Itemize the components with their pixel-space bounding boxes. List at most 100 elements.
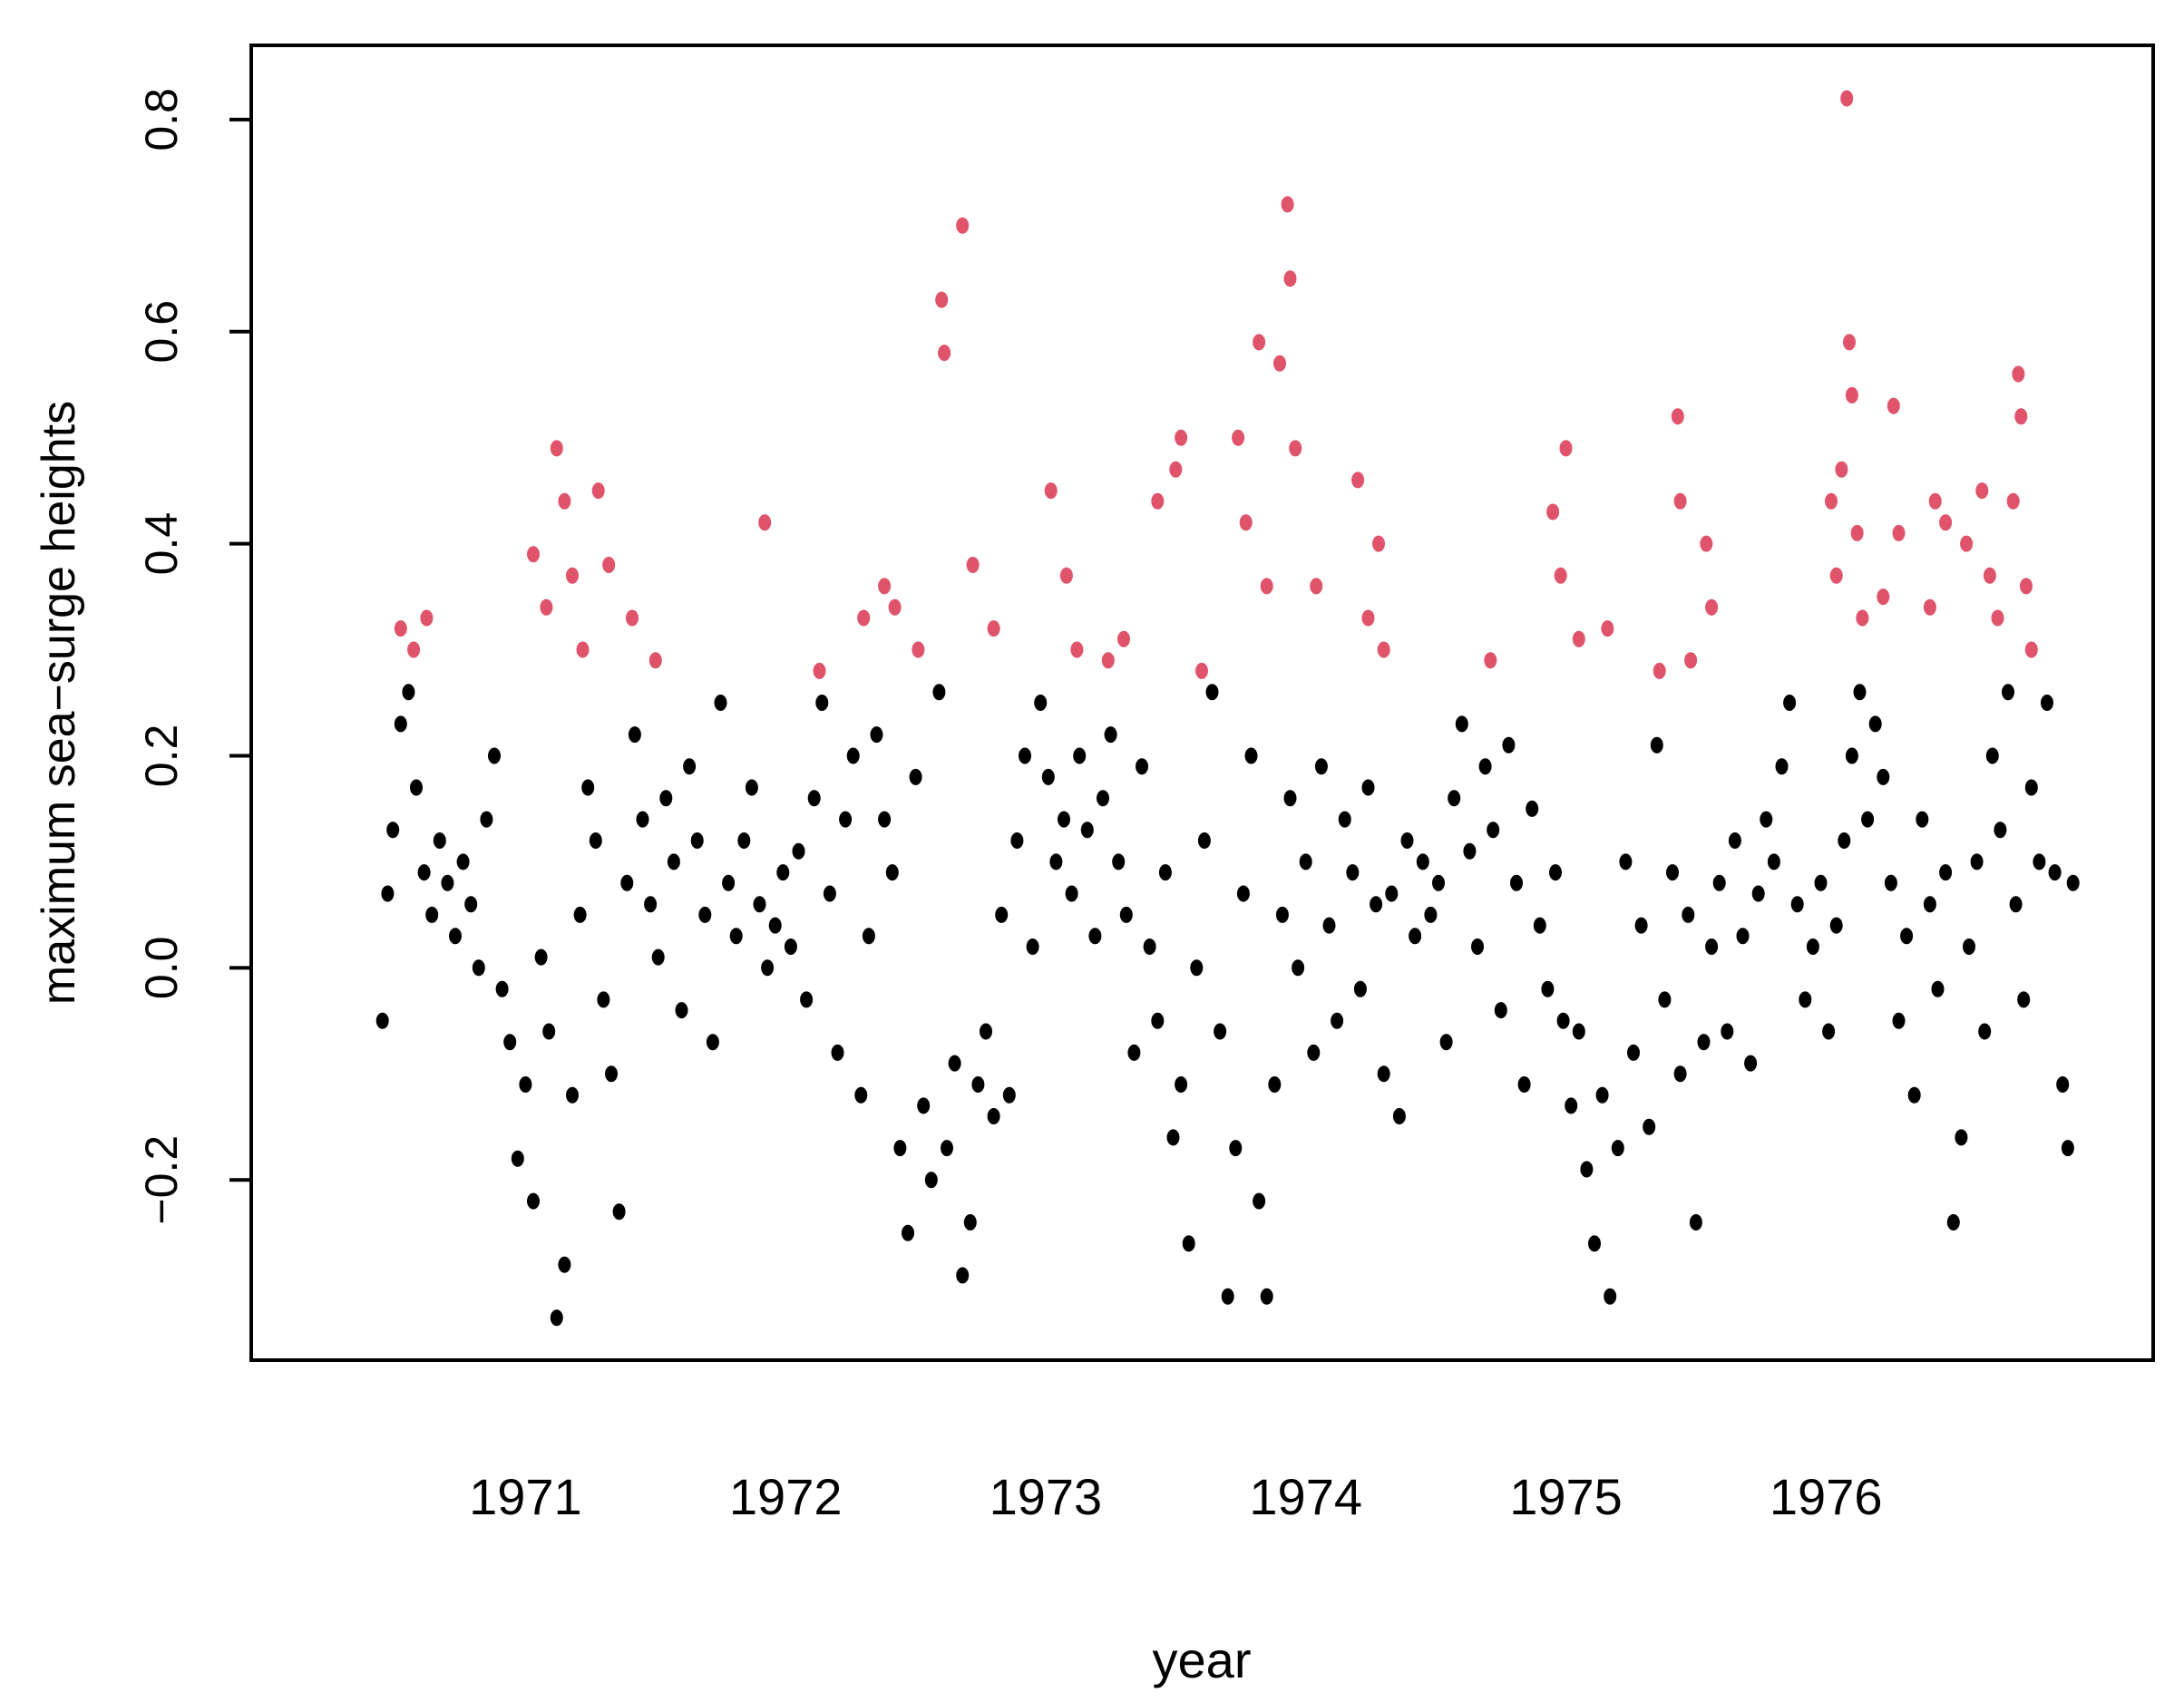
data-point [566,567,579,584]
data-point [1353,980,1367,997]
data-point [667,853,680,870]
data-point [1432,874,1445,891]
data-point [550,440,563,457]
data-point [1978,1023,1992,1040]
data-point [1682,906,1695,923]
data-point [1892,524,1906,541]
data-point [690,832,704,849]
data-point [566,1086,579,1104]
data-point [815,695,829,711]
data-point [2009,896,2023,913]
data-point [1065,885,1078,902]
data-point [1991,609,2004,627]
data-point [846,747,860,764]
data-point [862,928,875,945]
data-point [1346,864,1360,881]
data-point [1463,842,1477,860]
data-point [628,726,641,744]
data-point [1923,896,1936,913]
data-point [2066,874,2080,891]
data-point [1549,864,1562,881]
data-point [1689,1214,1702,1230]
data-point [1409,928,1422,945]
data-point [417,864,431,881]
data-point [1829,567,1843,584]
data-point [1767,853,1780,870]
data-point [1253,334,1266,351]
data-point [753,896,766,913]
data-point [519,1076,532,1093]
data-point [605,1065,618,1083]
data-point [1983,567,1996,584]
data-point [472,959,485,977]
y-tick-label: 0.4 [136,512,187,576]
data-point [1634,917,1648,934]
data-point [1627,1044,1640,1061]
data-point [854,1086,868,1104]
data-point [1643,1118,1656,1135]
data-point [1494,1002,1507,1019]
data-point [1070,641,1084,658]
y-tick-label: 0.0 [136,937,187,1000]
data-point [1002,1086,1016,1104]
data-point [1260,1288,1273,1305]
data-point [2048,864,2062,881]
data-point [597,991,610,1008]
data-point [2024,641,2038,658]
data-point [737,832,751,849]
data-point [941,1140,953,1157]
data-point [1619,853,1633,870]
data-point [1845,747,1858,764]
data-point [1892,1012,1906,1029]
data-point [917,1097,931,1114]
data-point [1169,461,1183,478]
data-point [1595,1086,1609,1104]
data-point [1572,630,1585,647]
data-point [823,885,836,902]
data-point [1928,492,1942,510]
data-point [1104,726,1117,744]
data-point [1244,747,1258,764]
data-point [995,906,1009,923]
data-point [558,1256,571,1273]
data-point [381,885,395,902]
data-point [1712,874,1726,891]
data-point [1845,386,1858,404]
data-point [425,906,439,923]
data-point [1487,822,1500,839]
data-point [2006,492,2020,510]
data-point [885,864,899,881]
data-point [2024,779,2038,796]
data-point [912,641,925,658]
data-point [1151,1012,1165,1029]
data-point [1572,1023,1585,1040]
data-point [1877,768,1890,785]
data-point [1673,1065,1687,1083]
data-point [1314,758,1328,775]
y-tick-label: 0.8 [136,88,187,151]
data-point [1526,800,1539,817]
data-point [1825,492,1838,510]
data-point [1260,578,1273,595]
data-point [1853,684,1867,701]
data-point [602,557,616,573]
data-point [1559,440,1573,457]
data-point [1840,90,1854,107]
data-point [1835,461,1848,478]
data-point [1448,790,1461,807]
data-point [924,1172,938,1189]
data-point [980,1023,992,1040]
data-point [1658,991,1672,1008]
y-tick-label: −0.2 [136,1135,187,1225]
data-point [1158,864,1172,881]
data-point [1281,196,1294,213]
data-point [1705,598,1719,616]
data-point [1214,1023,1227,1040]
data-point [1182,1235,1195,1252]
data-point [1471,939,1484,955]
data-point [956,217,970,234]
data-point [1190,959,1204,977]
data-point [909,768,922,785]
data-point [831,1044,844,1061]
